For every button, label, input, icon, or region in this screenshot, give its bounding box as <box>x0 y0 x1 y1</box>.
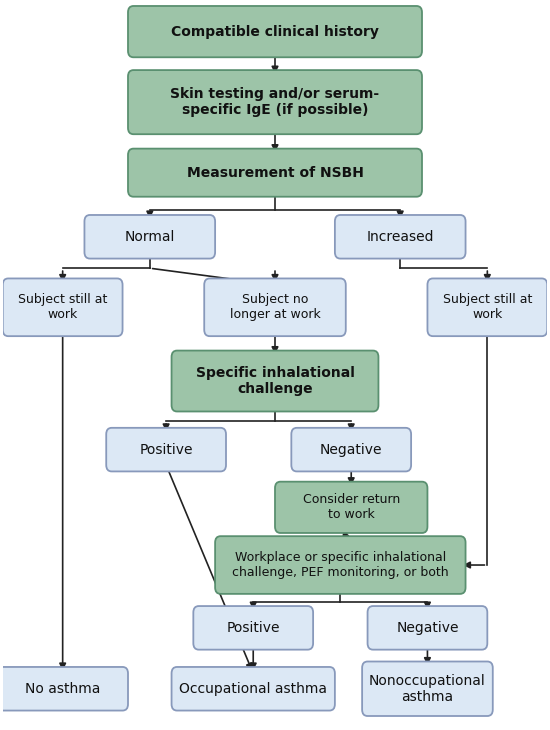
Text: Subject still at
work: Subject still at work <box>443 293 532 321</box>
Text: Positive: Positive <box>139 442 193 457</box>
FancyBboxPatch shape <box>128 6 422 57</box>
FancyBboxPatch shape <box>194 606 313 650</box>
FancyBboxPatch shape <box>128 70 422 134</box>
Text: Positive: Positive <box>227 620 280 635</box>
FancyBboxPatch shape <box>292 428 411 472</box>
FancyBboxPatch shape <box>204 278 346 336</box>
Text: Negative: Negative <box>396 620 459 635</box>
FancyBboxPatch shape <box>427 278 547 336</box>
Text: Subject no
longer at work: Subject no longer at work <box>229 293 320 321</box>
Text: Nonoccupational
asthma: Nonoccupational asthma <box>369 674 486 704</box>
Text: Skin testing and/or serum-
specific IgE (if possible): Skin testing and/or serum- specific IgE … <box>170 87 380 118</box>
FancyBboxPatch shape <box>128 149 422 196</box>
FancyBboxPatch shape <box>215 536 465 594</box>
Text: Consider return
to work: Consider return to work <box>302 493 400 521</box>
Text: Subject still at
work: Subject still at work <box>18 293 107 321</box>
Text: Normal: Normal <box>125 230 175 244</box>
FancyBboxPatch shape <box>106 428 226 472</box>
Text: Measurement of NSBH: Measurement of NSBH <box>186 166 364 180</box>
FancyBboxPatch shape <box>85 215 215 258</box>
FancyBboxPatch shape <box>3 278 123 336</box>
Text: Negative: Negative <box>320 442 382 457</box>
Text: Compatible clinical history: Compatible clinical history <box>171 25 379 39</box>
Text: Workplace or specific inhalational
challenge, PEF monitoring, or both: Workplace or specific inhalational chall… <box>232 551 449 579</box>
Text: Occupational asthma: Occupational asthma <box>179 682 327 696</box>
FancyBboxPatch shape <box>172 667 335 710</box>
Text: Increased: Increased <box>366 230 434 244</box>
FancyBboxPatch shape <box>0 667 128 710</box>
Text: Specific inhalational
challenge: Specific inhalational challenge <box>196 366 354 396</box>
FancyBboxPatch shape <box>172 350 378 412</box>
FancyBboxPatch shape <box>275 482 427 533</box>
FancyBboxPatch shape <box>335 215 465 258</box>
Text: No asthma: No asthma <box>25 682 100 696</box>
FancyBboxPatch shape <box>367 606 487 650</box>
FancyBboxPatch shape <box>362 661 493 716</box>
